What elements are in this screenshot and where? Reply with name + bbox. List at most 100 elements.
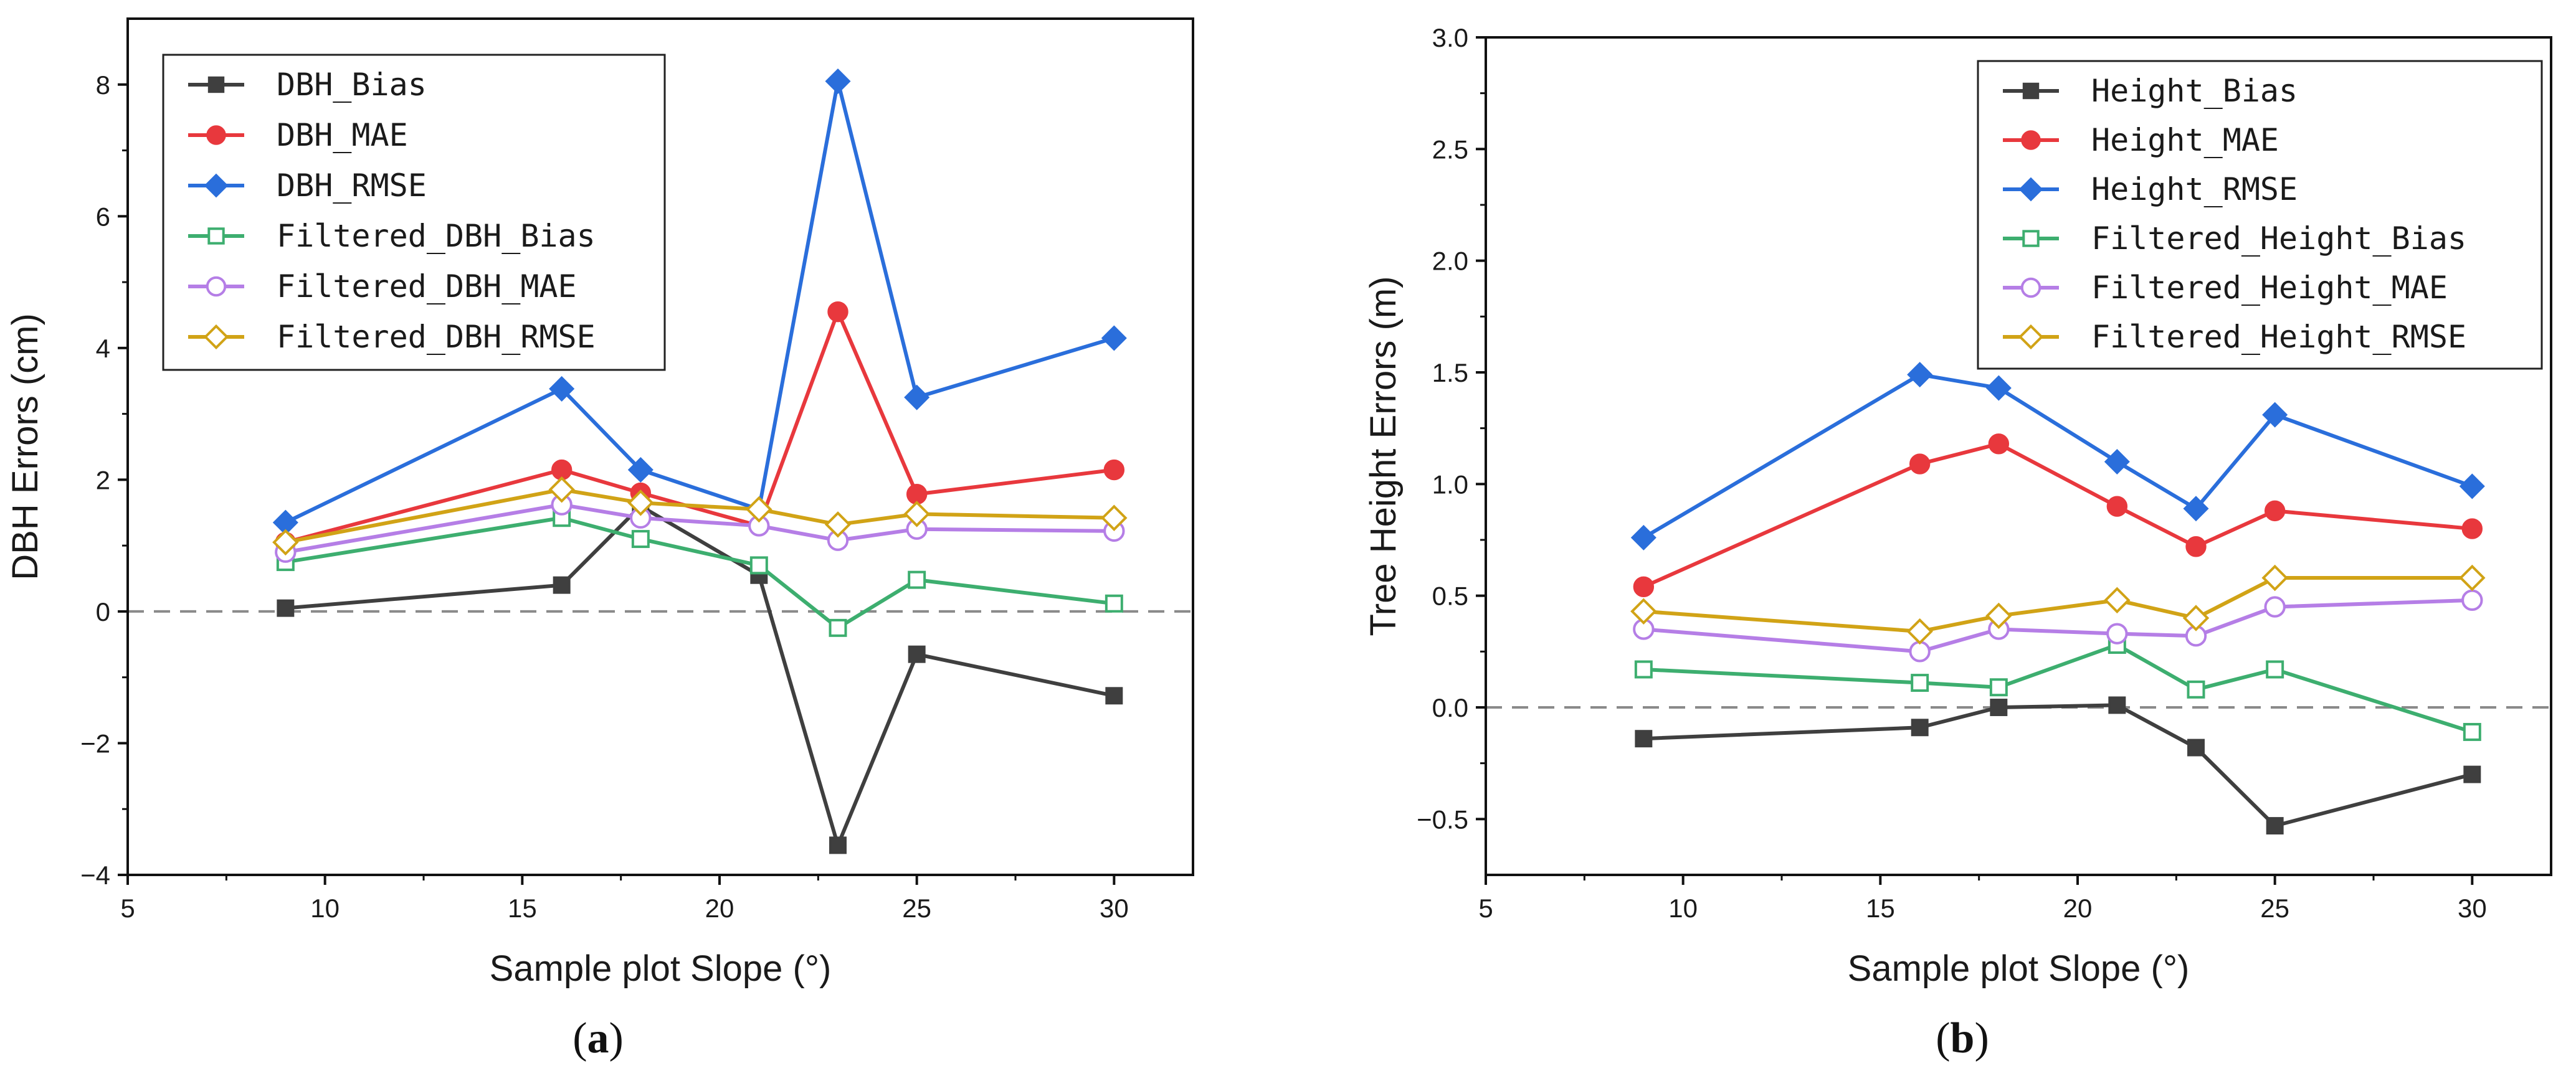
chart-a-point-DBH_Bias-1 — [553, 576, 571, 594]
chart-b-xtick-label-1: 10 — [1668, 894, 1698, 923]
chart-b-legend-entry-Height_MAE: Height_MAE — [2003, 122, 2279, 158]
chart-b-point-Filtered_Height_Bias-1 — [1911, 674, 1929, 692]
chart-a-ytick-label-1: −2 — [80, 729, 110, 758]
chart-a-legend-box — [162, 54, 666, 371]
chart-b-series-Filtered_Height_MAE — [1633, 589, 2483, 663]
chart-b-ytick-label-1: 0.0 — [1432, 693, 1468, 722]
chart-b-ytick-label-2: 0.5 — [1432, 582, 1468, 611]
chart-b-legend-entry-Filtered_Height_RMSE: Filtered_Height_RMSE — [2003, 319, 2466, 355]
chart-a-caption: (a) — [573, 1014, 624, 1062]
chart-b-point-Height_MAE-6 — [2461, 518, 2483, 539]
chart-a-point-DBH_RMSE-6 — [1101, 325, 1127, 351]
chart-b-xtick-label-3: 20 — [2063, 894, 2093, 923]
chart-b-point-Height_Bias-5 — [2266, 817, 2284, 835]
chart-b-point-Filtered_Height_Bias-6 — [2463, 722, 2481, 741]
chart-a-xtick-label-5: 30 — [1100, 894, 1129, 923]
chart-a-point-DBH_RMSE-2 — [627, 456, 654, 483]
chart-b-point-Height_RMSE-2 — [1985, 375, 2012, 401]
chart-b-legend-entry-Filtered_Height_MAE: Filtered_Height_MAE — [2003, 270, 2448, 306]
chart-b-point-Height_Bias-4 — [2187, 739, 2205, 757]
chart-b-point-Height_MAE-3 — [2106, 496, 2128, 517]
chart-a-point-DBH_RMSE-1 — [549, 375, 575, 402]
chart-b-point-Height_MAE-1 — [1909, 453, 1931, 475]
chart-a-legend-entry-DBH_MAE: DBH_MAE — [188, 117, 408, 153]
chart-a-line-Filtered_DBH_Bias — [285, 516, 1115, 630]
chart-a-series-Filtered_DBH_RMSE — [272, 476, 1128, 556]
chart-a-point-Filtered_DBH_RMSE-6 — [1101, 504, 1128, 531]
chart-a-point-Filtered_DBH_RMSE-1 — [548, 476, 575, 503]
chart-a-line-DBH_Bias — [285, 504, 1115, 848]
chart-a-point-Filtered_DBH_RMSE-3 — [746, 496, 772, 523]
chart-b-caption: (b) — [1936, 1014, 1989, 1062]
chart-b-legend-label-Filtered_Height_RMSE: Filtered_Height_RMSE — [2091, 319, 2466, 355]
chart-a-point-Filtered_DBH_RMSE-5 — [903, 501, 930, 527]
chart-b-series-Height_Bias — [1635, 696, 2481, 835]
chart-b-legend-marker-Height_RMSE — [2018, 177, 2043, 202]
chart-a-legend-entry-DBH_RMSE: DBH_RMSE — [188, 168, 427, 204]
chart-a-xtick-label-2: 15 — [508, 894, 537, 923]
chart-a-ytick-label-5: 6 — [96, 202, 110, 231]
chart-a-point-DBH_MAE-4 — [827, 301, 848, 323]
chart-a-legend-entry-DBH_Bias: DBH_Bias — [188, 67, 427, 103]
chart-b-ytick-label-3: 1.0 — [1432, 470, 1468, 499]
chart-b-point-Height_Bias-2 — [1990, 699, 2008, 716]
chart-b-point-Height_RMSE-5 — [2262, 402, 2288, 428]
chart-b-legend-label-Filtered_Height_Bias: Filtered_Height_Bias — [2091, 220, 2466, 257]
chart-b-point-Height_Bias-6 — [2463, 765, 2481, 783]
chart-b-point-Filtered_Height_RMSE-0 — [1630, 598, 1657, 625]
chart-a-legend-marker-Filtered_DBH_RMSE — [203, 324, 229, 350]
chart-b-plot-frame — [1485, 36, 2552, 876]
chart-b-ylabel: Tree Height Errors (m) — [1363, 276, 1404, 636]
chart-a-point-Filtered_DBH_Bias-6 — [1105, 594, 1123, 613]
chart-a-legend-entry-Filtered_DBH_Bias: Filtered_DBH_Bias — [188, 218, 596, 254]
chart-b-series-Height_MAE — [1633, 433, 2483, 598]
chart-a-point-DBH_Bias-0 — [277, 599, 295, 617]
chart-b-point-Filtered_Height_MAE-6 — [2461, 589, 2483, 611]
chart-b-legend-marker-Filtered_Height_RMSE — [2018, 324, 2044, 350]
chart-a-xtick-label-1: 10 — [310, 894, 340, 923]
chart-b-line-Filtered_Height_Bias — [1643, 643, 2473, 734]
chart-a-legend-label-DBH_Bias: DBH_Bias — [277, 67, 427, 103]
chart-b-point-Height_Bias-0 — [1635, 730, 1653, 748]
chart-a-point-DBH_Bias-5 — [908, 645, 926, 663]
chart-b-point-Filtered_Height_Bias-4 — [2187, 680, 2205, 699]
chart-b-point-Filtered_Height_MAE-3 — [2106, 623, 2128, 645]
chart-a-ytick-label-4: 4 — [96, 334, 110, 363]
chart-a-legend-label-Filtered_DBH_Bias: Filtered_DBH_Bias — [277, 218, 596, 254]
chart-a-xtick-label-4: 25 — [902, 894, 931, 923]
chart-a-caption-open: ( — [573, 1014, 587, 1062]
chart-b-legend: Height_Bias Height_MAE Height_RMSE Filtered… — [1977, 60, 2543, 370]
chart-b-point-Filtered_Height_Bias-5 — [2266, 660, 2284, 679]
chart-a-legend-marker-Filtered_DBH_Bias — [207, 227, 225, 245]
chart-a-point-Filtered_DBH_Bias-2 — [631, 530, 650, 549]
chart-a-legend-marker-DBH_MAE — [206, 125, 226, 145]
chart-a-legend: DBH_Bias DBH_MAE DBH_RMSE Filtered_DBH_Bias… — [162, 54, 666, 371]
chart-b-point-Filtered_Height_RMSE-1 — [1906, 618, 1933, 645]
chart-a-point-Filtered_DBH_RMSE-0 — [272, 529, 299, 556]
chart-a-legend-marker-DBH_Bias — [207, 76, 225, 93]
chart-a-line-Filtered_DBH_RMSE — [285, 488, 1115, 544]
chart-b-point-Height_RMSE-1 — [1907, 362, 1933, 388]
chart-b-ytick-label-7: 3.0 — [1432, 23, 1468, 52]
chart-a-point-DBH_RMSE-4 — [825, 68, 851, 95]
chart-a-point-DBH_RMSE-5 — [904, 384, 930, 410]
chart-b-caption-close: ) — [1974, 1014, 1989, 1062]
chart-a-legend-entry-Filtered_DBH_RMSE: Filtered_DBH_RMSE — [188, 319, 596, 355]
chart-b-series-Height_RMSE — [1630, 362, 2485, 550]
chart-a-point-DBH_MAE-6 — [1103, 459, 1125, 481]
chart-b-point-Filtered_Height_Bias-2 — [1989, 678, 2008, 697]
chart-a-plot-frame — [126, 17, 1194, 876]
chart-a-ylabel: DBH Errors (cm) — [5, 313, 45, 580]
chart-b-legend-marker-Filtered_Height_Bias — [2022, 230, 2040, 247]
chart-b-point-Filtered_Height_RMSE-5 — [2261, 564, 2288, 592]
chart-a-legend-label-Filtered_DBH_RMSE: Filtered_DBH_RMSE — [277, 319, 596, 355]
chart-b-point-Filtered_Height_MAE-5 — [2264, 596, 2286, 618]
chart-b-series-Filtered_Height_Bias — [1634, 636, 2481, 741]
chart-b-ytick-label-5: 2.0 — [1432, 247, 1468, 276]
chart-b-xlabel: Sample plot Slope (°) — [1848, 948, 2190, 989]
chart-b-ytick-label-4: 1.5 — [1432, 358, 1468, 387]
chart-a-legend-entry-Filtered_DBH_MAE: Filtered_DBH_MAE — [188, 268, 577, 305]
chart-b-legend-entry-Height_RMSE: Height_RMSE — [2003, 171, 2298, 207]
chart-b-caption-open: ( — [1936, 1014, 1950, 1062]
